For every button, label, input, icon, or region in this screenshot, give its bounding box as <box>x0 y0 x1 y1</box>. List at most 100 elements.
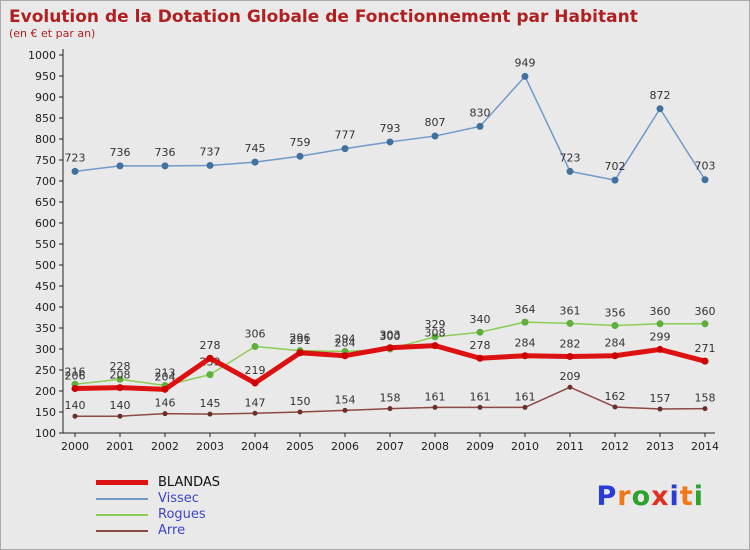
svg-text:777: 777 <box>335 128 356 141</box>
legend-label-vissec: Vissec <box>158 490 199 506</box>
svg-text:1000: 1000 <box>28 49 56 62</box>
svg-text:278: 278 <box>470 339 491 352</box>
chart-header: Evolution de la Dotation Globale de Fonc… <box>1 1 749 41</box>
svg-text:157: 157 <box>650 392 671 405</box>
legend-item-rogues: Rogues <box>96 507 749 523</box>
legend-item-blandas: BLANDAS <box>96 475 749 491</box>
svg-text:2000: 2000 <box>61 440 89 453</box>
svg-text:500: 500 <box>35 259 56 272</box>
chart-title: Evolution de la Dotation Globale de Fonc… <box>9 7 638 27</box>
svg-text:2001: 2001 <box>106 440 134 453</box>
svg-text:228: 228 <box>110 360 131 373</box>
svg-text:303: 303 <box>380 328 401 341</box>
svg-text:2010: 2010 <box>511 440 539 453</box>
legend-label-rogues: Rogues <box>158 506 206 522</box>
svg-text:800: 800 <box>35 133 56 146</box>
svg-text:600: 600 <box>35 217 56 230</box>
svg-text:2014: 2014 <box>691 440 719 453</box>
svg-text:100: 100 <box>35 427 56 440</box>
svg-text:300: 300 <box>35 343 56 356</box>
svg-text:219: 219 <box>245 364 266 377</box>
svg-text:147: 147 <box>245 396 266 409</box>
svg-text:361: 361 <box>560 304 581 317</box>
svg-text:400: 400 <box>35 301 56 314</box>
svg-text:360: 360 <box>650 304 671 317</box>
svg-text:204: 204 <box>155 370 176 383</box>
proxiti-logo: Proxiti <box>596 481 704 512</box>
svg-text:736: 736 <box>110 145 131 158</box>
svg-text:150: 150 <box>290 395 311 408</box>
legend-swatch-vissec <box>96 497 148 500</box>
svg-text:306: 306 <box>245 327 266 340</box>
svg-text:308: 308 <box>425 326 446 339</box>
svg-text:550: 550 <box>35 238 56 251</box>
svg-text:723: 723 <box>560 151 581 164</box>
svg-text:2002: 2002 <box>151 440 179 453</box>
svg-text:723: 723 <box>65 151 86 164</box>
svg-text:296: 296 <box>290 331 311 344</box>
svg-text:208: 208 <box>110 368 131 381</box>
svg-text:282: 282 <box>560 337 581 350</box>
logo-letter: r <box>617 480 632 512</box>
svg-text:154: 154 <box>335 393 356 406</box>
svg-text:158: 158 <box>695 391 716 404</box>
svg-text:150: 150 <box>35 406 56 419</box>
svg-text:146: 146 <box>155 396 176 409</box>
legend-label-blandas: BLANDAS <box>158 474 221 490</box>
svg-text:161: 161 <box>470 390 491 403</box>
svg-text:650: 650 <box>35 196 56 209</box>
svg-text:300: 300 <box>380 330 401 343</box>
svg-text:700: 700 <box>35 175 56 188</box>
svg-text:2006: 2006 <box>331 440 359 453</box>
svg-text:350: 350 <box>35 322 56 335</box>
logo-letter: t <box>679 480 694 512</box>
legend-item-arre: Arre <box>96 523 749 539</box>
svg-text:250: 250 <box>35 364 56 377</box>
legend-swatch-arre <box>96 529 148 532</box>
legend-swatch-rogues <box>96 513 148 516</box>
svg-text:284: 284 <box>335 336 356 349</box>
svg-text:850: 850 <box>35 112 56 125</box>
svg-text:291: 291 <box>290 333 311 346</box>
svg-text:140: 140 <box>65 399 86 412</box>
chart-subtitle: (en € et par an) <box>9 27 96 41</box>
line-chart: 100 150 200 250 300 350 400 450 500 550 600 650 700 7… <box>28 48 719 453</box>
svg-text:702: 702 <box>605 160 626 173</box>
svg-text:450: 450 <box>35 280 56 293</box>
svg-text:209: 209 <box>560 370 581 383</box>
logo-letter: P <box>596 480 618 512</box>
svg-text:145: 145 <box>200 397 221 410</box>
svg-text:299: 299 <box>650 330 671 343</box>
svg-text:162: 162 <box>605 390 626 403</box>
chart-footer: BLANDAS Vissec Rogues Arre Proxiti <box>1 471 749 543</box>
svg-text:2013: 2013 <box>646 440 674 453</box>
svg-text:2012: 2012 <box>601 440 629 453</box>
legend-item-vissec: Vissec <box>96 491 749 507</box>
svg-text:161: 161 <box>515 390 536 403</box>
svg-text:793: 793 <box>380 122 401 135</box>
svg-text:807: 807 <box>425 116 446 129</box>
svg-text:830: 830 <box>470 106 491 119</box>
svg-text:329: 329 <box>425 317 446 330</box>
svg-text:294: 294 <box>335 332 356 345</box>
svg-text:140: 140 <box>110 399 131 412</box>
svg-text:2005: 2005 <box>286 440 314 453</box>
svg-text:2009: 2009 <box>466 440 494 453</box>
chart-legend: BLANDAS Vissec Rogues Arre <box>96 471 749 539</box>
logo-letter: o <box>631 480 652 512</box>
svg-text:759: 759 <box>290 136 311 149</box>
svg-text:745: 745 <box>245 142 266 155</box>
logo-letter: x <box>651 480 670 512</box>
legend-label-arre: Arre <box>158 522 186 538</box>
svg-text:2011: 2011 <box>556 440 584 453</box>
svg-text:356: 356 <box>605 306 626 319</box>
svg-text:703: 703 <box>695 159 716 172</box>
svg-text:158: 158 <box>380 391 401 404</box>
svg-text:2003: 2003 <box>196 440 224 453</box>
svg-text:216: 216 <box>65 365 86 378</box>
svg-text:206: 206 <box>65 369 86 382</box>
svg-text:161: 161 <box>425 390 446 403</box>
svg-text:872: 872 <box>650 88 671 101</box>
logo-letter: i <box>669 480 680 512</box>
